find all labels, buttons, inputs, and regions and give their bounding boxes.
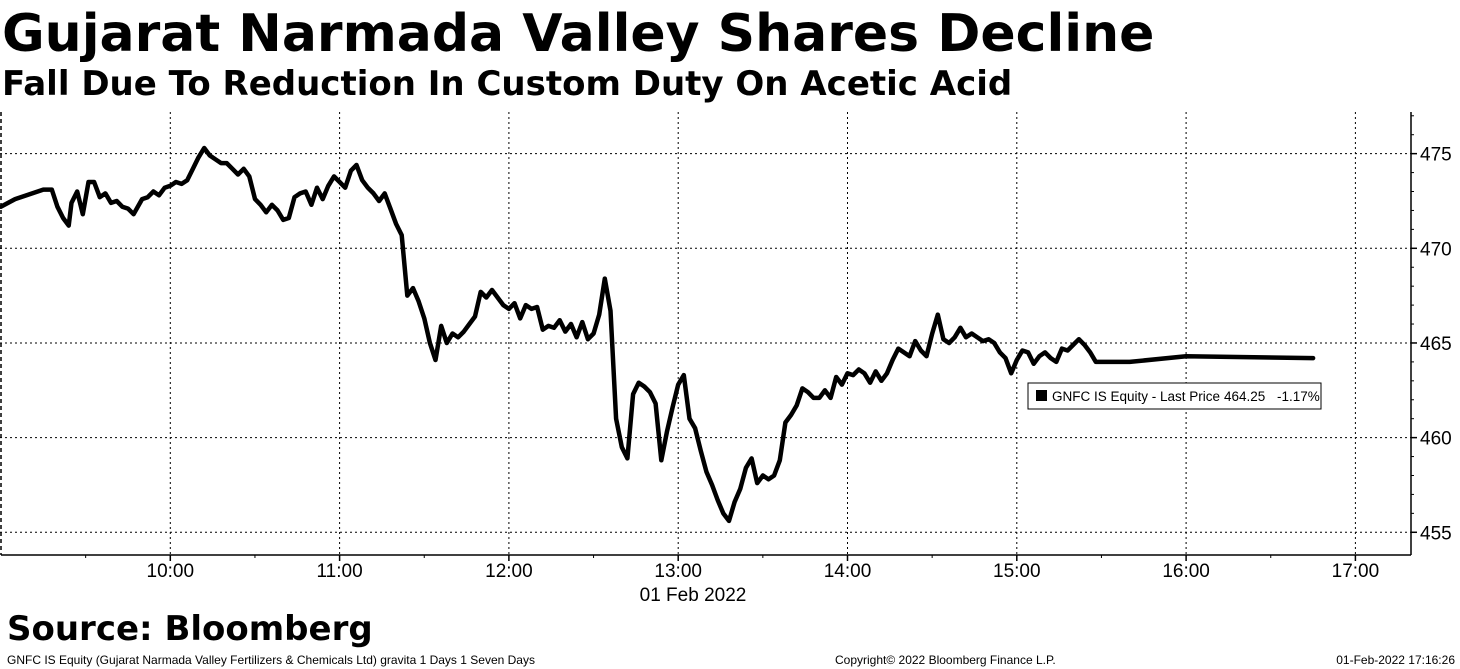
y-tick-label: 465 — [1420, 334, 1452, 355]
legend-change: -1.17% — [1277, 389, 1320, 404]
x-tick-label: 16:00 — [1162, 561, 1210, 582]
x-tick-label: 10:00 — [147, 561, 195, 582]
ticker-description: GNFC IS Equity (Gujarat Narmada Valley F… — [7, 653, 535, 667]
legend-box: GNFC IS Equity - Last Price 464.25 -1.17… — [1027, 382, 1322, 410]
copyright-text: Copyright© 2022 Bloomberg Finance L.P. — [835, 653, 1056, 667]
grid-lines — [0, 112, 1411, 555]
x-tick-label: 17:00 — [1332, 561, 1380, 582]
legend-label: GNFC IS Equity - Last Price — [1052, 389, 1220, 404]
y-tick-label: 470 — [1420, 239, 1452, 260]
timestamp-text: 01-Feb-2022 17:16:26 — [1336, 653, 1455, 667]
y-tick-label: 475 — [1420, 145, 1452, 166]
legend-frame — [1027, 382, 1322, 410]
chart-axes — [0, 112, 1412, 556]
legend-value: 464.25 — [1224, 389, 1265, 404]
y-axis-ticks: 455 460 465 470 475 — [1411, 115, 1452, 544]
x-tick-label: 11:00 — [317, 561, 363, 582]
series-line-last-price — [0, 145, 1316, 524]
x-tick-label: 13:00 — [654, 561, 702, 582]
legend-swatch — [1036, 390, 1047, 401]
chart-subtitle: Fall Due To Reduction In Custom Duty On … — [2, 64, 1013, 104]
chart-title: Gujarat Narmada Valley Shares Decline — [2, 4, 1155, 64]
series-group — [0, 145, 1316, 524]
x-axis-date-label: 01 Feb 2022 — [640, 585, 747, 606]
x-axis-ticks: 10:00 11:00 12:00 13:00 14:00 15:00 16:00 17:00 — [85, 555, 1380, 582]
x-tick-label: 15:00 — [993, 561, 1041, 582]
source-label: Source: Bloomberg — [7, 609, 373, 649]
y-tick-label: 455 — [1420, 523, 1452, 544]
x-tick-label: 12:00 — [485, 561, 533, 582]
x-tick-label: 14:00 — [824, 561, 872, 582]
y-tick-label: 460 — [1420, 429, 1452, 450]
